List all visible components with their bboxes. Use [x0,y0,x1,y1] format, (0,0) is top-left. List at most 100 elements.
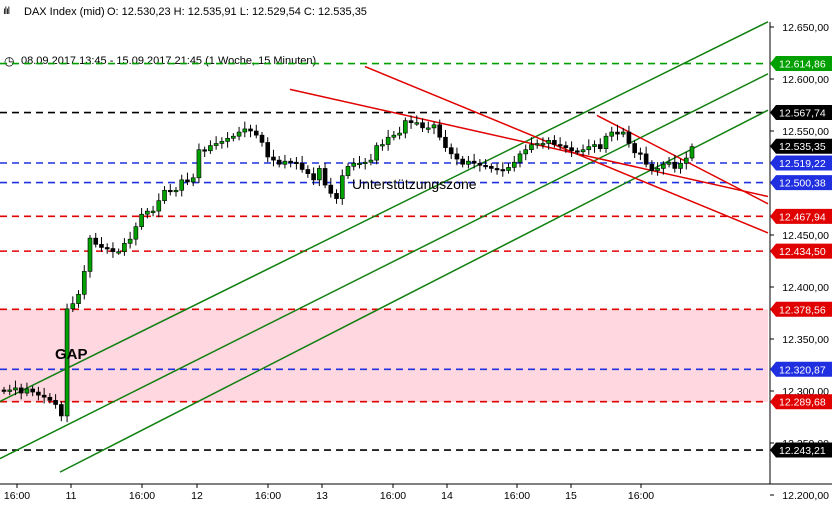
gap-label: GAP [55,346,88,363]
gap-zone [0,309,768,402]
level-tag-12.243,21: 12.243,21 [779,445,826,457]
candle-body [403,120,408,134]
candle-body [414,122,420,125]
candle-body [196,149,202,179]
candle-body [477,162,483,166]
candle-body [391,134,397,138]
candle-body [586,146,592,151]
candle-body [661,163,666,169]
ohlc-readout: O: 12.530,23 H: 12.535,91 L: 12.529,54 C… [107,6,367,18]
candle-body [328,184,334,194]
candle-body [127,238,133,244]
last-price-tag-bg [770,138,832,154]
candle-body [334,193,339,199]
candle-body [253,130,259,136]
candle-body [362,161,368,164]
candle-body [116,251,121,254]
candle-body [156,200,162,212]
level-tag-12.519,22: 12.519,22 [779,158,826,170]
candle-body [569,147,574,152]
x-tick-label: 16:00 [129,490,155,502]
level-tag-12.320,87-bg [770,361,832,377]
candle-body [299,162,305,170]
x-tick-label: 16:00 [4,490,30,502]
level-tag-12.567,74-bg [770,105,832,121]
candle-body [242,128,248,133]
candle-body [678,162,683,169]
candle-body [672,161,678,169]
candle-body [552,140,557,145]
x-tick-label: 12 [191,490,203,502]
candle-body [460,158,465,165]
candle-body [122,243,127,252]
candle-body [59,404,64,417]
candle-body [1,389,7,392]
candle-body [506,167,511,171]
candle-body [110,248,116,252]
candle-body [609,131,615,137]
candle-body [265,142,271,158]
trend-channel-red-1 [289,88,769,198]
x-tick-label: 16:00 [380,490,406,502]
candle-body [683,157,689,164]
x-tick-label: 15 [565,490,577,502]
trend-channel-green-1 [0,21,769,403]
candle-body [231,135,236,139]
candle-body [81,271,87,295]
candle-body [615,131,620,135]
level-tag-12.467,94-bg [770,208,832,224]
x-tick-label: 16:00 [504,490,530,502]
candle-body [179,179,185,191]
candle-body [162,189,167,201]
candle-body [87,237,93,272]
x-tick-label: 16:00 [628,490,654,502]
level-tag-12.243,21-bg [770,442,832,458]
chart-settings-icon[interactable]: ılıl [3,6,10,17]
candle-body [248,128,253,132]
candle-body [64,308,70,417]
candle-body [41,394,47,398]
level-tag-12.378,56: 12.378,56 [779,304,826,316]
candle-body [311,173,316,181]
candle-body [643,153,649,165]
candle-body [236,131,242,137]
x-tick-label: 14 [441,490,453,502]
candle-body [546,140,551,144]
candle-body [190,177,196,183]
level-tag-12.289,68-bg [770,394,832,410]
candle-body [208,145,213,152]
candle-body [580,149,586,153]
candle-body [666,161,672,165]
candle-body [18,387,24,394]
x-tick-label: 16:00 [255,490,281,502]
candle-body [597,144,603,149]
candle-body [557,144,563,147]
candle-body [563,145,569,148]
candle-body [511,161,517,168]
candle-body [173,189,179,193]
candle-body [483,165,488,168]
level-tag-12.500,38: 12.500,38 [779,178,826,190]
candle-body [24,388,30,394]
candle-body [420,122,425,129]
candle-body [494,168,500,171]
candle-body [575,150,580,153]
candle-body [466,160,471,165]
candle-body [374,145,379,161]
clock-icon: ◷ [4,54,15,68]
candle-body [288,160,293,163]
candle-body [534,143,540,146]
candle-body [99,244,104,248]
candle-body [317,168,322,181]
candle-body [540,143,546,146]
candle-body [93,237,99,245]
candle-body [294,161,299,164]
candle-body [368,159,374,163]
candle-body [7,389,13,392]
trend-channel-red-3 [596,114,769,205]
level-tag-12.567,74: 12.567,74 [779,108,826,120]
candle-body [431,124,437,129]
level-tag-12.434,50-bg [770,243,832,259]
candle-body [380,144,385,147]
